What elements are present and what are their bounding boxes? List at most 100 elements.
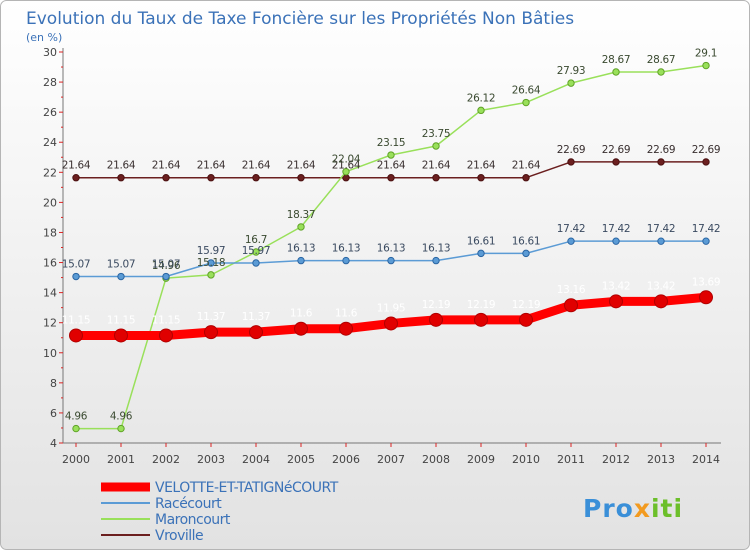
data-label: 21.64 — [242, 160, 271, 172]
data-point — [297, 256, 305, 265]
legend-label: Maroncourt — [155, 512, 231, 528]
data-label: 12.19 — [422, 299, 451, 311]
data-label: 17.42 — [557, 223, 586, 235]
x-tick-label: 2005 — [287, 453, 315, 466]
data-point — [522, 174, 530, 182]
axes: 4 6 8 10 12 14 16 18 20 22 24 26 28 30 2000 2001 2002 200… — [43, 46, 721, 466]
data-point — [387, 174, 395, 182]
data-label: 15.18 — [197, 257, 226, 269]
data-point — [69, 328, 83, 343]
data-label: 21.64 — [107, 160, 136, 172]
data-label: 4.96 — [65, 411, 88, 423]
y-tick-label: 8 — [50, 377, 57, 390]
data-label: 13.42 — [602, 280, 631, 292]
data-label: 21.64 — [512, 160, 541, 172]
x-tick-label: 2010 — [512, 453, 540, 466]
data-point — [567, 79, 575, 87]
data-point — [342, 256, 350, 265]
chart-subtitle: (en %) — [26, 31, 62, 44]
data-label: 11.6 — [335, 308, 358, 320]
data-label: 16.61 — [512, 235, 541, 247]
data-point — [702, 61, 710, 70]
data-label: 21.64 — [332, 160, 361, 172]
data-label: 16.7 — [245, 234, 267, 246]
data-point — [612, 68, 620, 76]
data-label: 22.69 — [692, 144, 721, 156]
x-tick-label: 2008 — [422, 453, 450, 466]
y-tick-label: 26 — [43, 106, 57, 119]
data-point — [522, 249, 530, 258]
data-label: 23.75 — [422, 128, 451, 140]
data-point — [387, 151, 395, 159]
series-0 — [69, 290, 713, 343]
data-label: 23.15 — [377, 137, 406, 149]
data-point — [519, 312, 533, 327]
x-tick-label: 2014 — [692, 453, 720, 466]
data-point — [114, 328, 128, 343]
data-label: 15.97 — [242, 245, 271, 257]
data-point — [387, 256, 395, 265]
data-point — [474, 312, 488, 327]
data-point — [702, 158, 710, 166]
data-label: 11.37 — [242, 311, 271, 323]
data-label: 29.1 — [695, 48, 717, 60]
data-label: 13.42 — [647, 280, 676, 292]
x-tick-label: 2011 — [557, 453, 585, 466]
data-label: 15.07 — [107, 259, 136, 271]
legend: VELOTTE-ET-TATIGNéCOURTRacécourtMaroncou… — [101, 480, 339, 544]
y-tick-label: 20 — [43, 196, 57, 209]
x-tick-label: 2004 — [242, 453, 270, 466]
data-point — [657, 68, 665, 76]
data-label-layer: 21.64 21.64 21.64 21.64 21.64 21.64 21.64 21.64… — [62, 48, 721, 423]
y-tick-label: 28 — [43, 76, 57, 89]
x-tick-label: 2001 — [107, 453, 135, 466]
data-label: 21.64 — [287, 160, 316, 172]
data-label: 4.96 — [110, 411, 133, 423]
data-point — [117, 272, 125, 281]
data-point — [654, 294, 668, 309]
x-tick-label: 2013 — [647, 453, 675, 466]
data-point — [207, 259, 215, 267]
data-point — [657, 237, 665, 245]
data-label: 26.64 — [512, 85, 541, 97]
x-tick-label: 2007 — [377, 453, 405, 466]
data-label: 22.04 — [332, 154, 361, 166]
data-label: 11.95 — [377, 302, 406, 314]
data-point — [477, 106, 485, 115]
data-point — [432, 142, 440, 150]
data-label: 22.69 — [647, 144, 676, 156]
data-label: 28.67 — [647, 54, 676, 66]
data-label: 21.64 — [62, 160, 91, 172]
data-point — [522, 98, 530, 107]
y-tick-label: 16 — [43, 257, 57, 270]
data-label: 16.13 — [422, 243, 451, 255]
legend-label: Vroville — [155, 528, 203, 544]
data-point — [72, 174, 80, 182]
data-label: 18.37 — [287, 209, 316, 221]
data-point — [249, 325, 263, 340]
data-label: 22.69 — [602, 144, 631, 156]
data-label: 14.96 — [152, 260, 181, 272]
data-point — [609, 294, 623, 309]
svg-text:Proxiti: Proxiti — [583, 494, 683, 523]
data-label: 21.64 — [152, 160, 181, 172]
data-label: 16.13 — [377, 243, 406, 255]
data-point — [702, 237, 710, 245]
data-point — [72, 424, 80, 433]
data-point — [567, 158, 575, 166]
data-point — [477, 174, 485, 182]
data-label: 11.15 — [107, 314, 136, 326]
x-tick-label: 2006 — [332, 453, 360, 466]
data-label: 17.42 — [692, 223, 721, 235]
y-tick-label: 18 — [43, 226, 57, 239]
y-tick-label: 12 — [43, 317, 57, 330]
data-point — [252, 174, 260, 182]
data-label: 12.19 — [467, 299, 496, 311]
x-tick-label: 2003 — [197, 453, 225, 466]
data-label: 21.64 — [467, 160, 496, 172]
data-label: 27.93 — [557, 65, 586, 77]
data-point — [72, 272, 80, 281]
series-layer — [69, 61, 713, 433]
